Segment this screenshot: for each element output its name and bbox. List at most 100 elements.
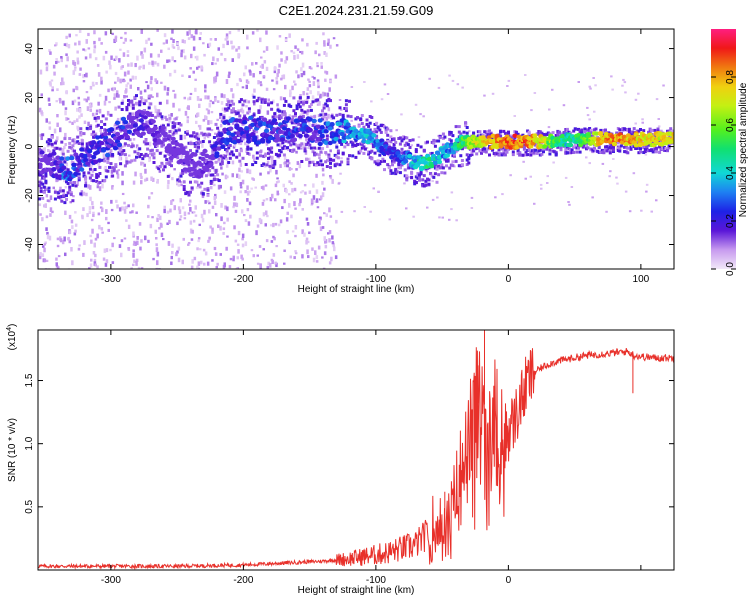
noise-cell [96,64,100,67]
noise-cell [456,83,460,86]
ridge-halo-cell [53,158,57,162]
ridge-halo-cell [87,171,91,175]
noise-cell [71,121,74,125]
ridge-halo-cell [499,152,503,156]
noise-cell [72,88,75,93]
ridge-halo-cell [419,145,423,149]
noise-cell [230,40,233,45]
noise-cell [43,204,46,208]
noise-cell [172,89,175,92]
noise-cell [163,33,167,38]
noise-cell [657,118,660,120]
ridge-halo-cell [309,103,313,106]
noise-cell [329,175,332,178]
ridge-halo-cell [77,176,81,180]
noise-cell [288,33,291,38]
noise-cell [103,248,107,253]
noise-cell [68,214,72,219]
ridge-halo-cell [373,160,377,164]
ridge-halo-cell [438,136,442,140]
noise-cell [59,98,62,104]
ridge-halo-cell [185,132,189,136]
noise-cell [176,221,179,226]
noise-cell [163,208,166,214]
ridge-halo-cell [608,143,612,147]
ridge-halo-cell [626,151,630,155]
ridge-halo-cell [518,153,522,157]
ridge-halo-cell [281,110,285,114]
ridge-halo-cell [173,124,177,128]
ridge-halo-cell [82,132,86,136]
ridge-halo-cell [367,124,371,128]
noise-cell [315,189,319,194]
noise-cell [529,175,532,178]
noise-cell [93,45,97,49]
ridge-halo-cell [502,129,506,133]
ridge-halo-cell [204,158,208,162]
ridge-halo-cell [635,146,639,150]
ridge-cell [158,140,164,145]
ridge-halo-cell [57,195,61,199]
ridge-halo-cell [120,108,124,111]
ridge-cell [256,140,262,145]
noise-cell [129,84,132,89]
ridge-halo-cell [639,147,642,151]
noise-cell [170,113,173,117]
noise-cell [81,164,84,167]
ridge-halo-cell [292,142,296,146]
ridge-halo-cell [208,133,212,137]
ridge-cell [329,122,335,127]
ridge-halo-cell [268,164,272,168]
noise-cell [58,97,62,101]
ridge-halo-cell [583,127,587,131]
ridge-halo-cell [303,118,307,122]
noise-cell [284,112,287,117]
ridge-halo-cell [559,148,563,152]
ridge-halo-cell [273,159,277,163]
noise-cell [318,220,321,226]
noise-cell [48,49,51,52]
noise-cell [331,241,335,245]
ridge-peak-cell [598,137,602,141]
noise-cell [300,145,304,148]
ridge-halo-cell [333,153,337,157]
noise-cell [123,79,126,83]
noise-cell [323,43,326,47]
ridge-halo-cell [96,174,100,178]
ridge-halo-cell [406,163,410,167]
ridge-halo-cell [198,140,202,144]
noise-cell [48,199,51,203]
ridge-halo-cell [109,154,113,158]
noise-cell [307,255,310,259]
noise-cell [259,83,263,87]
noise-cell [501,193,504,196]
noise-cell [156,260,159,266]
ridge-halo-cell [430,174,434,178]
ridge-halo-cell [287,140,291,144]
ridge-halo-cell [317,114,321,118]
ridge-halo-cell [414,175,418,179]
ridge-halo-cell [653,128,657,132]
ridge-halo-cell [631,144,635,148]
ridge-halo-cell [220,119,224,123]
noise-cell [266,214,269,218]
ridge-cell [444,153,450,158]
noise-cell [302,70,306,76]
ridge-halo-cell [419,170,423,174]
ridge-halo-cell [311,100,315,104]
ridge-cell [51,167,57,172]
ridge-halo-cell [309,108,313,112]
noise-cell [277,180,280,183]
noise-cell [286,230,289,234]
ridge-halo-cell [336,149,340,153]
noise-cell [327,232,330,235]
noise-cell [319,93,322,99]
noise-cell [43,147,46,151]
ridge-halo-cell [259,116,262,120]
noise-cell [91,201,94,206]
ridge-halo-cell [77,178,81,182]
ridge-halo-cell [135,155,138,159]
ridge-halo-cell [556,129,560,133]
noise-cell [298,163,302,169]
snr-frame [37,329,675,571]
